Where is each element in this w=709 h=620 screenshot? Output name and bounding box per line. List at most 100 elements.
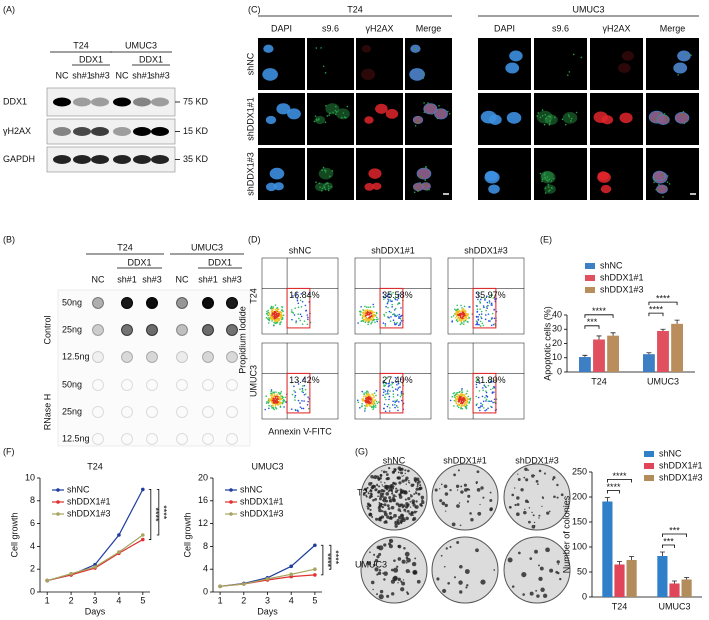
blot-dot [121,297,133,309]
event-dot [477,406,480,409]
colony [381,470,383,472]
event-dot [275,407,278,410]
colony [396,489,399,492]
speckle [541,178,544,181]
event-dot [457,316,460,318]
event-dot [462,401,465,403]
error-bar [660,328,666,331]
colony [414,557,417,560]
speckle [551,187,553,189]
colony [465,586,468,589]
event-dot [456,397,459,400]
event-dot [387,306,389,309]
event-dot [366,401,368,404]
event-dot [384,396,386,399]
micrograph [478,38,531,90]
speckle [313,120,316,123]
event-dot [275,313,278,316]
colony [464,569,470,574]
event-dot [397,380,400,383]
event-dot [466,397,469,400]
colony [403,475,405,477]
colony [482,496,485,499]
event-dot [485,391,488,394]
event-dot [268,316,270,319]
series-line [47,534,144,582]
colony [467,494,471,498]
event-dot [476,311,478,313]
gene-label: DDX1 [208,257,232,267]
y-tick-label: 200 [572,491,587,501]
significance-label: *** [669,525,680,535]
colony [400,517,404,520]
event-dot [488,300,491,302]
colony [508,505,512,509]
event-dot [270,390,273,393]
event-dot [299,388,301,390]
colony [559,577,562,581]
speckle [662,196,664,198]
colony [408,490,411,492]
speckle [679,113,682,115]
channel-label: γH2AX [365,23,393,33]
blot-dot [226,406,238,418]
colony [534,525,536,527]
speckle [438,104,440,107]
blot-dot [121,379,133,391]
nucleus [276,103,291,115]
lane-label: sh#3 [222,274,242,284]
blot-dot [176,406,188,418]
speckle [417,190,419,193]
event-dot [366,319,369,321]
nucleus-signal [361,68,376,81]
gate-percent: 13.42% [289,375,320,385]
event-dot [290,408,293,410]
colony [421,500,425,505]
colony [380,494,384,498]
speckle [324,171,327,173]
event-dot [366,312,368,314]
event-dot [281,318,284,320]
colony [539,566,544,571]
y-tick-label: 50 [577,566,587,576]
legend-label: shDDX1#3 [600,284,644,294]
colony [387,507,391,510]
event-dot [464,396,466,398]
event-dot [461,388,463,390]
legend-marker [229,488,233,492]
event-dot [367,392,369,395]
event-dot [275,321,278,324]
colony [399,510,402,513]
colony [403,508,407,512]
event-dot [307,400,310,403]
event-dot [387,389,389,392]
colony [403,492,405,495]
event-dot [276,397,279,400]
blot-band [91,97,109,107]
event-dot [362,398,365,400]
nucleus-signal [375,103,388,114]
colony [377,477,381,480]
colony [524,467,528,472]
event-dot [273,394,276,396]
event-dot [387,393,390,395]
speckle [575,111,578,114]
lane-label: sh#1 [117,274,137,284]
colony [540,587,545,592]
event-dot [455,402,458,405]
speckle [327,187,330,190]
event-dot [395,381,397,383]
speckle [654,178,657,181]
colony [557,563,559,565]
event-dot [476,305,478,307]
lane-label: sh#1 [132,70,152,80]
significance-bracket [156,489,160,536]
event-dot [490,400,493,402]
event-dot [464,393,466,396]
colony [449,545,452,548]
event-dot [301,385,304,387]
event-dot [382,298,385,301]
event-dot [400,390,403,393]
event-dot [385,398,387,401]
colony [378,508,382,513]
